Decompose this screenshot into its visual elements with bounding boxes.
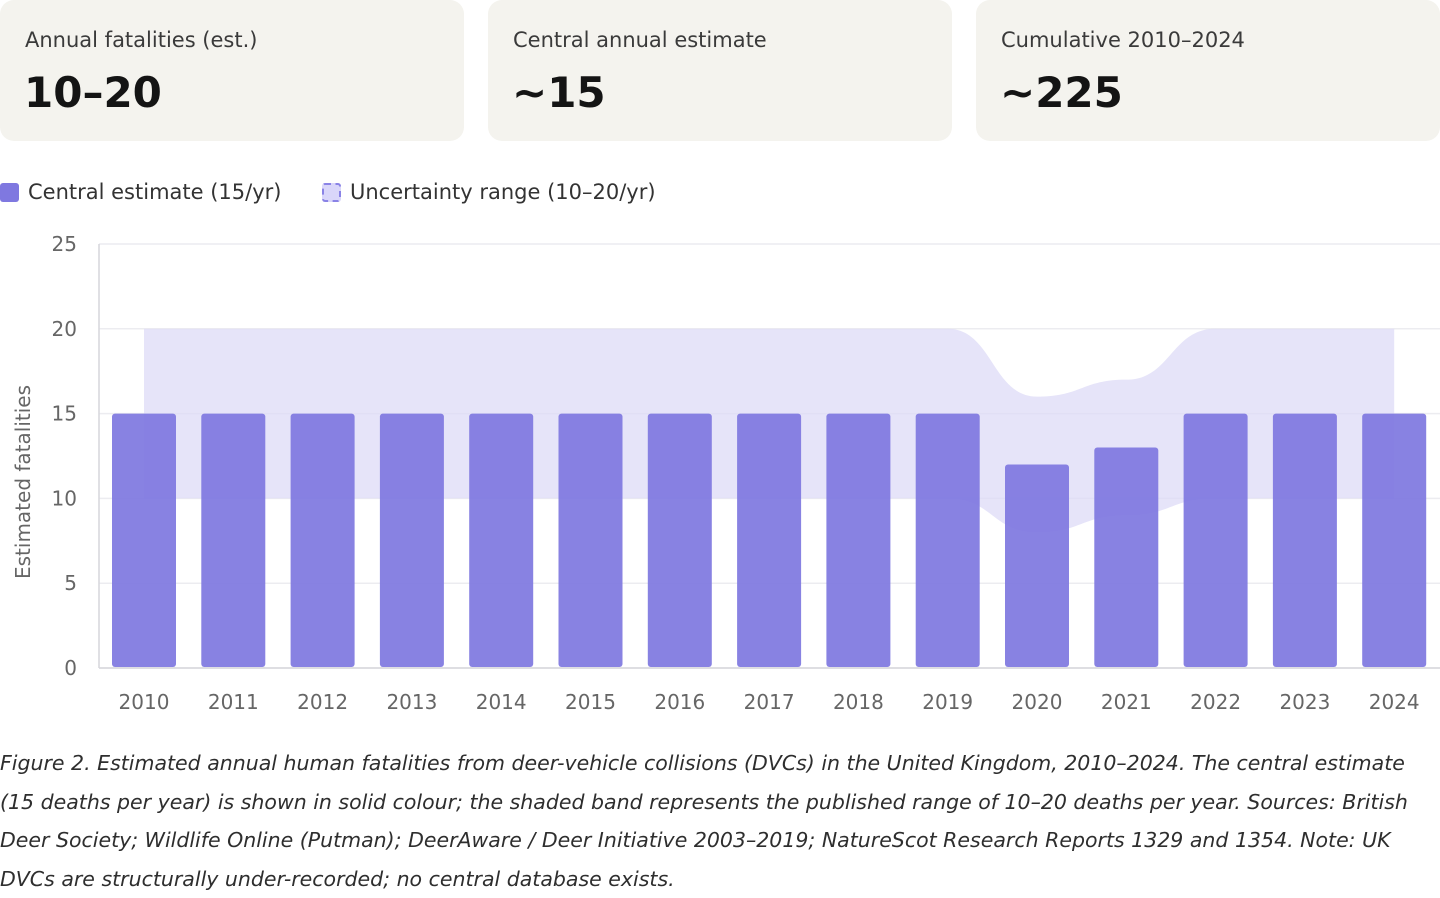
bar-2012 xyxy=(290,413,355,667)
card-annual-fatalities: Annual fatalities (est.) 10–20 xyxy=(0,0,464,141)
x-tick-label: 2016 xyxy=(654,690,705,714)
legend-swatch-central xyxy=(0,182,19,202)
card-label: Central annual estimate xyxy=(513,28,767,52)
card-value: 10–20 xyxy=(24,68,162,117)
x-tick-label: 2022 xyxy=(1190,690,1241,714)
bar-2021 xyxy=(1094,447,1159,667)
x-tick-label: 2013 xyxy=(386,690,437,714)
bar-2016 xyxy=(647,413,712,667)
bar-2010 xyxy=(112,413,176,667)
bar-2020 xyxy=(1005,464,1069,667)
y-axis-title: Estimated fatalities xyxy=(11,385,35,579)
y-tick-label: 0 xyxy=(64,656,77,680)
legend-swatch-band xyxy=(322,182,341,202)
x-tick-label: 2024 xyxy=(1369,690,1420,714)
legend-label-central: Central estimate (15/yr) xyxy=(28,180,282,204)
bar-2019 xyxy=(915,413,980,667)
bar-2014 xyxy=(469,413,534,667)
x-tick-label: 2017 xyxy=(744,690,795,714)
bar-2024 xyxy=(1362,413,1427,667)
x-tick-label: 2014 xyxy=(476,690,527,714)
bar-2018 xyxy=(826,413,891,667)
x-tick-label: 2015 xyxy=(565,690,616,714)
y-tick-label: 10 xyxy=(52,486,77,510)
legend-item-band[interactable]: Uncertainty range (10–20/yr) xyxy=(322,176,656,208)
x-tick-label: 2020 xyxy=(1012,690,1063,714)
card-label: Annual fatalities (est.) xyxy=(25,28,258,52)
y-tick-label: 20 xyxy=(52,317,77,341)
bar-2011 xyxy=(201,413,266,667)
card-cumulative: Cumulative 2010–2024 ~225 xyxy=(976,0,1440,141)
x-tick-label: 2010 xyxy=(119,690,170,714)
bar-2022 xyxy=(1183,413,1248,667)
bar-2013 xyxy=(379,413,444,667)
bar-2017 xyxy=(737,413,802,667)
x-tick-label: 2023 xyxy=(1279,690,1330,714)
chart-legend: Central estimate (15/yr) Uncertainty ran… xyxy=(0,176,900,208)
x-tick-label: 2011 xyxy=(208,690,259,714)
bar-2015 xyxy=(558,413,623,667)
card-label: Cumulative 2010–2024 xyxy=(1001,28,1245,52)
y-tick-label: 25 xyxy=(52,232,77,256)
card-central-estimate: Central annual estimate ~15 xyxy=(488,0,952,141)
fatalities-chart: 0 5 10 15 20 25 Estimated fatalities 2010 2011 20… xyxy=(11,232,1440,714)
legend-item-central[interactable]: Central estimate (15/yr) xyxy=(0,176,281,208)
y-tick-label: 15 xyxy=(52,402,77,426)
x-tick-label: 2019 xyxy=(922,690,973,714)
x-tick-label: 2021 xyxy=(1101,690,1152,714)
figure-caption: Figure 2. Estimated annual human fatalit… xyxy=(0,751,1408,891)
bar-2023 xyxy=(1272,413,1337,667)
card-value: ~225 xyxy=(1000,68,1123,117)
y-tick-label: 5 xyxy=(64,571,77,595)
summary-cards: Annual fatalities (est.) 10–20 Central a… xyxy=(0,0,1440,141)
legend-label-band: Uncertainty range (10–20/yr) xyxy=(350,180,656,204)
x-tick-label: 2012 xyxy=(297,690,348,714)
card-value: ~15 xyxy=(512,68,606,117)
x-tick-label: 2018 xyxy=(833,690,884,714)
